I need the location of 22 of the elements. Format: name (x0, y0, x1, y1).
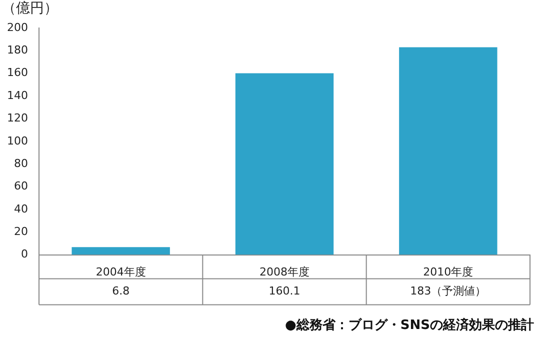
y-tick-label: 140 (6, 88, 28, 102)
data-label: 160.1 (268, 284, 300, 298)
y-tick-label: 180 (6, 44, 28, 57)
y-tick-label: 40 (14, 202, 28, 216)
y-tick-label: 200 (6, 20, 28, 34)
bar (72, 247, 170, 255)
data-label: 6.8 (112, 284, 130, 298)
x-tick-label: 2010年度 (423, 265, 474, 278)
y-tick-label: 0 (20, 248, 28, 261)
y-tick-label: 160 (6, 66, 28, 80)
y-tick-label: 80 (14, 156, 28, 170)
text: ●総務省：ブログ・SNSの経済効果の推計 (285, 316, 534, 334)
y-tick-label: 20 (14, 224, 28, 238)
y-tick-label: 60 (14, 180, 28, 193)
data-label: 183（予測値） (410, 284, 486, 298)
bar (399, 47, 498, 255)
x-tick-label: 2008年度 (260, 265, 310, 278)
y-tick-label: 120 (6, 112, 28, 125)
bar (235, 73, 334, 255)
y-tick-label: 100 (6, 134, 28, 148)
x-tick-label: 2004年度 (96, 265, 146, 278)
y-axis-title: （億円） (2, 0, 58, 17)
